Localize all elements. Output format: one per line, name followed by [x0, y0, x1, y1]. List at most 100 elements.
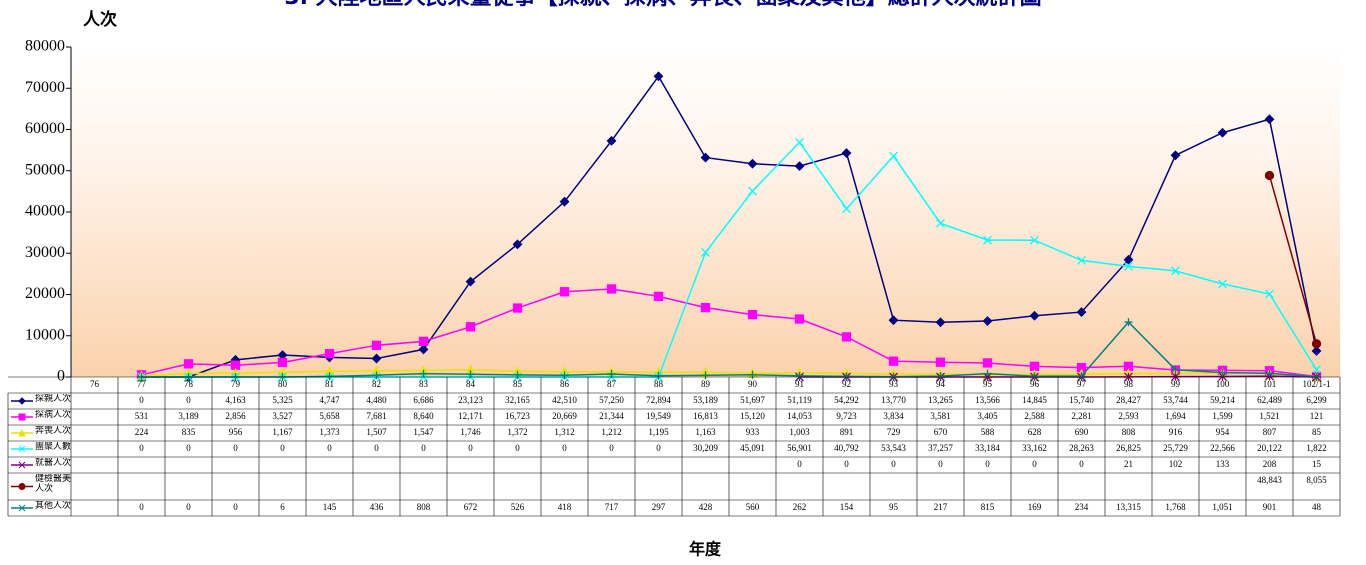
table-value: 53,744: [1163, 395, 1188, 405]
legend-label-box: 探親人次: [35, 394, 72, 404]
table-value: 916: [1169, 427, 1183, 437]
table-value: 1,212: [601, 427, 621, 437]
marker: [748, 370, 757, 379]
table-value: 1,822: [1306, 443, 1326, 453]
table-value: 428: [699, 502, 713, 512]
table-value: 1,312: [554, 427, 574, 437]
table-value: 45,091: [740, 443, 765, 453]
marker: [1029, 310, 1040, 321]
legend-label-box: 就醫人次: [35, 458, 71, 468]
table-value: 0: [891, 459, 896, 469]
table-value: 16,723: [505, 411, 530, 421]
table-value: 0: [374, 443, 379, 453]
table-value: 1,768: [1165, 502, 1186, 512]
table-value: 28,263: [1069, 443, 1094, 453]
x-tick-label: 98: [1124, 379, 1134, 389]
table-value: 95: [889, 502, 899, 512]
table-value: 15,740: [1069, 395, 1094, 405]
table-value: 2,281: [1071, 411, 1091, 421]
table-value: 891: [840, 427, 854, 437]
series-line: [141, 320, 1317, 378]
marker: [700, 152, 711, 163]
table-value: 102: [1169, 459, 1183, 469]
table-value: 901: [1263, 502, 1277, 512]
table-value: 0: [186, 395, 191, 405]
table-value: 62,489: [1257, 395, 1282, 405]
x-tick-label: 82: [372, 379, 381, 389]
legend-label-box: 其他人次: [35, 501, 71, 511]
x-tick-label: 79: [231, 379, 241, 389]
table-value: 217: [934, 502, 948, 512]
table-value: 1,373: [319, 427, 340, 437]
x-tick-label: 100: [1216, 379, 1230, 389]
marker: [795, 371, 804, 380]
table-value: 23,123: [458, 395, 483, 405]
table-value: 57,250: [599, 395, 624, 405]
table-value: 4,163: [225, 395, 246, 405]
x-tick-label: 94: [936, 379, 946, 389]
marker: [1171, 365, 1180, 374]
x-tick-label: 89: [701, 379, 711, 389]
x-tick-label: 90: [748, 379, 758, 389]
table-value: 0: [233, 502, 238, 512]
x-tick-label: 93: [889, 379, 899, 389]
x-tick-label: 96: [1030, 379, 1040, 389]
marker: [653, 71, 664, 82]
table-value: 0: [844, 459, 849, 469]
marker: [1030, 372, 1039, 381]
series-line: [141, 74, 1318, 378]
marker: [747, 158, 758, 169]
marker: [747, 309, 758, 320]
table-value: 37,257: [928, 443, 953, 453]
series-line: [141, 369, 1317, 378]
table-value: 6: [280, 502, 285, 512]
legend-label-box: 團聚人數: [35, 442, 71, 452]
table-value: 28,427: [1116, 395, 1141, 405]
series-line: [1268, 175, 1318, 344]
table-value: 262: [793, 502, 807, 512]
table-value: 25,729: [1163, 443, 1188, 453]
x-tick-label: 91: [795, 379, 804, 389]
marker: [418, 336, 429, 347]
table-value: 133: [1216, 459, 1230, 469]
marker: [842, 204, 851, 214]
marker: [325, 372, 334, 381]
marker: [1218, 368, 1227, 377]
table-value: 1,694: [1165, 411, 1186, 421]
table-value: 0: [797, 459, 802, 469]
marker: [277, 357, 288, 368]
table-value: 3,834: [883, 411, 904, 421]
legend-marker: [18, 397, 26, 405]
y-tick-label: 20000: [25, 285, 65, 302]
y-tick-label: 10000: [25, 326, 65, 343]
table-value: 42,510: [552, 395, 577, 405]
y-tick-label: 40000: [25, 203, 65, 220]
table-value: 0: [186, 443, 191, 453]
legend-label: 探親人次: [35, 394, 72, 404]
x-tick-label: 83: [419, 379, 429, 389]
marker: [1124, 318, 1133, 327]
table-value: 808: [1122, 427, 1136, 437]
table-value: 9,723: [836, 411, 857, 421]
table-value: 418: [558, 502, 572, 512]
marker: [936, 372, 945, 381]
series-line: [141, 288, 1317, 378]
table-value: 51,119: [787, 395, 812, 405]
marker: [889, 372, 898, 381]
table-value: 53,189: [693, 395, 718, 405]
table-value: 4,747: [319, 395, 340, 405]
marker: [372, 371, 381, 380]
table-value: 5,658: [319, 411, 340, 421]
marker: [936, 218, 945, 228]
marker: [559, 196, 570, 207]
table-value: 145: [323, 502, 337, 512]
table-value: 56,901: [787, 443, 812, 453]
table-value: 154: [840, 502, 854, 512]
table-value: 0: [280, 443, 285, 453]
table-value: 436: [370, 502, 384, 512]
marker: [1218, 279, 1227, 289]
legend-label-box: 奔喪人次: [35, 426, 71, 436]
y-tick-label: 60000: [25, 120, 65, 137]
table-value: 0: [468, 443, 473, 453]
